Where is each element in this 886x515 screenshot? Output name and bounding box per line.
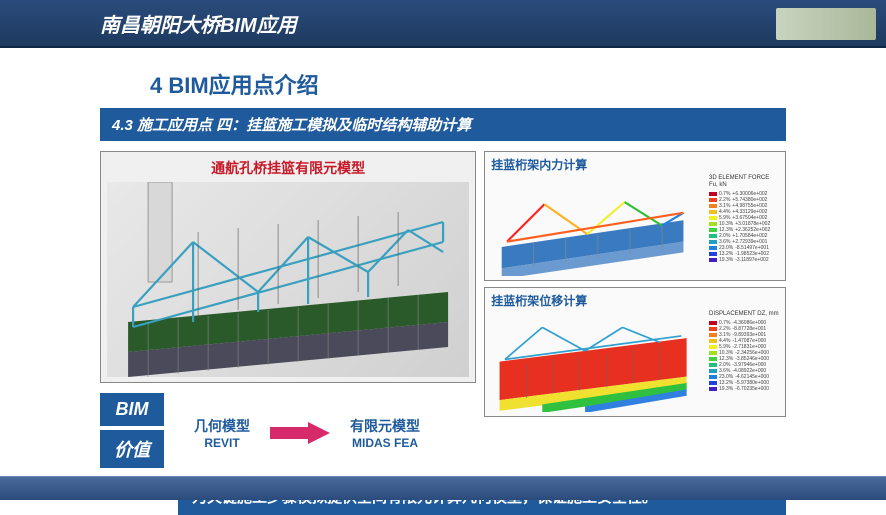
legend-swatch (709, 333, 717, 337)
left-panel: 通航孔桥挂篮有限元模型 (100, 151, 476, 383)
revit-label: REVIT (194, 436, 250, 450)
legend-swatch (709, 327, 717, 331)
header-decoration (776, 8, 876, 40)
legend-value: -3.11897e+002 (735, 257, 768, 263)
geometry-block: 几何模型 REVIT (194, 416, 250, 450)
legend-swatch (709, 228, 717, 232)
disp-title: 挂蓝桁架位移计算 (491, 292, 779, 309)
section-title: 4 BIM应用点介绍 (100, 68, 786, 100)
bim-tag: BIM (100, 393, 164, 426)
geo-label: 几何模型 (194, 416, 250, 436)
fea-label: 有限元模型 (350, 416, 420, 436)
legend-swatch (709, 339, 717, 343)
displacement-panel: 挂蓝桁架位移计算 (484, 287, 786, 417)
legend-swatch (709, 321, 717, 325)
legend-swatch (709, 345, 717, 349)
left-panel-title: 通航孔桥挂篮有限元模型 (107, 158, 469, 178)
legend-percent: 19.3% (719, 257, 733, 263)
force-sim (491, 175, 705, 276)
legend-swatch (709, 204, 717, 208)
header-title: 南昌朝阳大桥BIM应用 (100, 9, 297, 38)
legend-swatch (709, 375, 717, 379)
right-column: 挂蓝桁架内力计算 (484, 151, 786, 383)
value-tag: 价值 (100, 430, 164, 468)
legend-swatch (709, 246, 717, 250)
legend-swatch (709, 222, 717, 226)
disp-legend-title: DISPLACEMENT DZ, mm (709, 311, 779, 318)
legend-row: 19.3%-3.11897e+002 (709, 257, 779, 263)
main-row: 通航孔桥挂篮有限元模型 (100, 151, 786, 383)
arrow-icon (270, 422, 330, 444)
bim-block: BIM 价值 (100, 393, 164, 472)
content-area: 4 BIM应用点介绍 4.3 施工应用点 四：挂篮施工模拟及临时结构辅助计算 通… (0, 48, 886, 515)
legend-swatch (709, 351, 717, 355)
disp-sim (491, 311, 705, 412)
legend-percent: 19.3% (719, 386, 733, 392)
legend-swatch (709, 363, 717, 367)
legend-swatch (709, 234, 717, 238)
force-legend-title: 3D ELEMENT FORCE Fu, kN (709, 175, 779, 189)
legend-row: 19.3%-6.70235e+000 (709, 386, 779, 392)
legend-swatch (709, 216, 717, 220)
bottom-band (0, 476, 886, 500)
truss-diagram (107, 182, 469, 377)
legend-swatch (709, 381, 717, 385)
legend-swatch (709, 192, 717, 196)
internal-force-panel: 挂蓝桁架内力计算 (484, 151, 786, 281)
force-legend: 3D ELEMENT FORCE Fu, kN 0.7%+6.30006e+00… (705, 175, 779, 276)
legend-swatch (709, 240, 717, 244)
midas-label: MIDAS FEA (350, 436, 420, 450)
legend-swatch (709, 387, 717, 391)
legend-swatch (709, 252, 717, 256)
force-title: 挂蓝桁架内力计算 (491, 156, 779, 173)
fea-block: 有限元模型 MIDAS FEA (350, 416, 420, 450)
legend-value: -6.70235e+000 (735, 386, 769, 392)
section-subtitle: 4.3 施工应用点 四：挂篮施工模拟及临时结构辅助计算 (100, 108, 786, 141)
legend-swatch (709, 210, 717, 214)
legend-swatch (709, 357, 717, 361)
disp-legend: DISPLACEMENT DZ, mm 0.7%-4.36086e+0002.2… (705, 311, 779, 412)
header-bar: 南昌朝阳大桥BIM应用 (0, 0, 886, 48)
fem-model (107, 182, 469, 377)
legend-swatch (709, 369, 717, 373)
legend-swatch (709, 198, 717, 202)
legend-swatch (709, 258, 717, 262)
